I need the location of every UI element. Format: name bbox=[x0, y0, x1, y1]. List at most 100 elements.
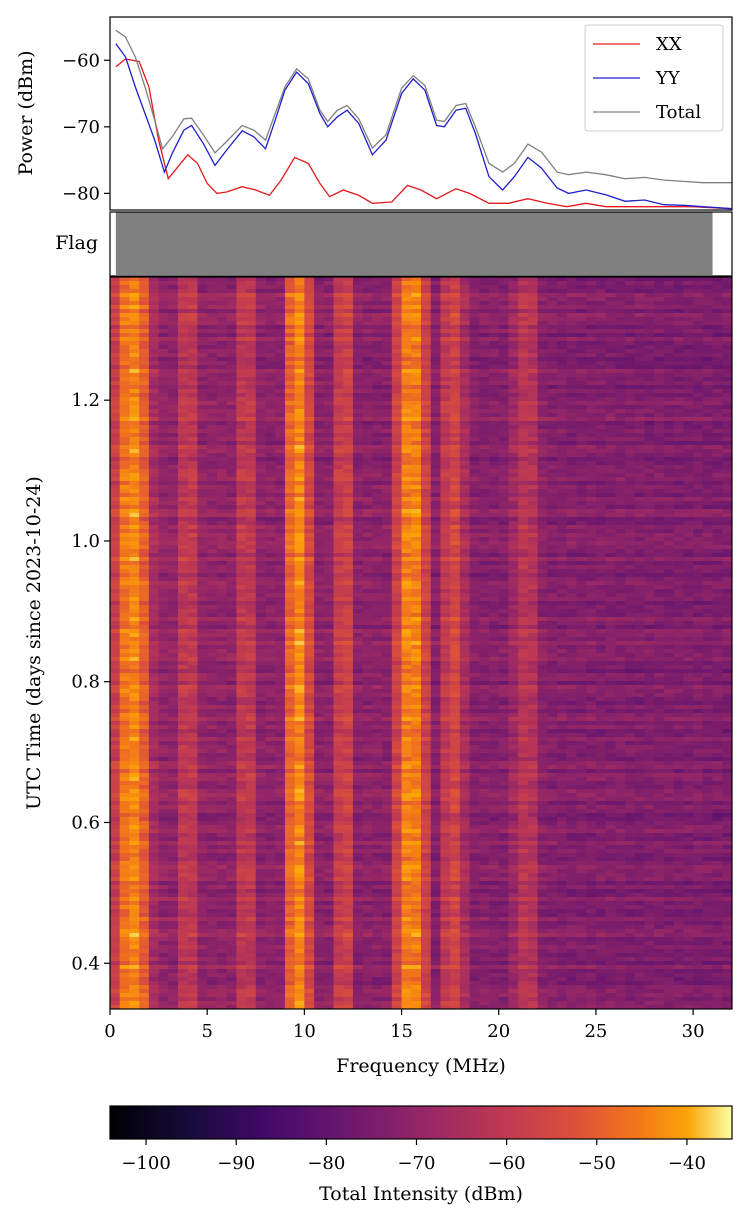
heatmap-cell bbox=[644, 401, 655, 406]
heatmap-cell bbox=[411, 361, 422, 366]
heatmap-cell bbox=[421, 529, 432, 534]
heatmap-cell bbox=[722, 309, 733, 314]
heatmap-cell bbox=[197, 337, 208, 342]
heatmap-cell bbox=[430, 417, 441, 422]
heatmap-cell bbox=[508, 365, 519, 370]
heatmap-cell bbox=[284, 385, 296, 390]
heatmap-cell bbox=[421, 549, 432, 554]
heatmap-cell bbox=[411, 565, 422, 570]
heatmap-cell bbox=[654, 565, 665, 570]
heatmap-cell bbox=[722, 289, 733, 294]
heatmap-cell bbox=[430, 277, 441, 282]
heatmap-cell bbox=[110, 565, 121, 570]
heatmap-cell bbox=[644, 533, 655, 538]
heatmap-cell bbox=[148, 373, 159, 378]
heatmap-cell bbox=[129, 389, 140, 394]
heatmap-cell bbox=[644, 397, 655, 402]
heatmap-cell bbox=[644, 325, 655, 330]
heatmap-cell bbox=[255, 377, 266, 382]
legend-label-xx: XX bbox=[656, 34, 682, 55]
heatmap-cell bbox=[401, 393, 412, 398]
heatmap-cell bbox=[634, 561, 645, 566]
heatmap-cell bbox=[284, 477, 296, 482]
heatmap-cell bbox=[255, 397, 266, 402]
heatmap-cell bbox=[693, 565, 704, 570]
heatmap-cell bbox=[595, 289, 607, 294]
heatmap-cell bbox=[119, 405, 130, 410]
heatmap-cell bbox=[634, 325, 645, 330]
heatmap-cell bbox=[158, 277, 169, 282]
heatmap-cell bbox=[226, 533, 237, 538]
heatmap-cell bbox=[576, 449, 587, 454]
heatmap-cell bbox=[459, 301, 470, 306]
heatmap-cell bbox=[644, 373, 655, 378]
heatmap-cell bbox=[634, 453, 645, 458]
heatmap-cell bbox=[693, 449, 704, 454]
heatmap-cell bbox=[634, 461, 645, 466]
heatmap-cell bbox=[459, 477, 470, 482]
heatmap-cell bbox=[411, 509, 422, 514]
heatmap-cell bbox=[139, 565, 150, 570]
heatmap-cell bbox=[683, 305, 694, 310]
heatmap-cell bbox=[304, 501, 315, 506]
heatmap-cell bbox=[518, 341, 529, 346]
heatmap-cell bbox=[450, 469, 461, 474]
heatmap-cell bbox=[401, 577, 412, 582]
heatmap-cell bbox=[391, 493, 402, 498]
heatmap-cell bbox=[411, 573, 422, 578]
heatmap-cell bbox=[527, 505, 539, 510]
heatmap-cell bbox=[469, 529, 480, 534]
heatmap-cell bbox=[110, 377, 121, 382]
heatmap-cell bbox=[693, 461, 704, 466]
heatmap-cell bbox=[518, 533, 529, 538]
heatmap-cell bbox=[498, 409, 509, 414]
heatmap-cell bbox=[683, 329, 694, 334]
heatmap-cell bbox=[216, 537, 228, 542]
heatmap-cell bbox=[391, 477, 402, 482]
heatmap-cell bbox=[352, 585, 364, 590]
heatmap-cell bbox=[566, 521, 577, 526]
heatmap-cell bbox=[654, 405, 665, 410]
heatmap-cell bbox=[110, 293, 121, 298]
heatmap-cell bbox=[197, 453, 208, 458]
heatmap-cell bbox=[430, 293, 441, 298]
heatmap-cell bbox=[644, 445, 655, 450]
heatmap-cell bbox=[673, 533, 684, 538]
heatmap-cell bbox=[401, 441, 412, 446]
heatmap-cell bbox=[226, 289, 237, 294]
heatmap-cell bbox=[508, 541, 519, 546]
heatmap-cell bbox=[595, 505, 607, 510]
heatmap-cell bbox=[187, 465, 198, 470]
heatmap-cell bbox=[576, 581, 587, 586]
heatmap-cell bbox=[343, 377, 354, 382]
heatmap-cell bbox=[605, 473, 616, 478]
heatmap-cell bbox=[352, 397, 364, 402]
heatmap-cell bbox=[343, 313, 354, 318]
heatmap-cell bbox=[595, 473, 607, 478]
heatmap-cell bbox=[294, 569, 305, 574]
heatmap-cell bbox=[421, 541, 432, 546]
heatmap-cell bbox=[693, 357, 704, 362]
heatmap-cell bbox=[168, 457, 179, 462]
heatmap-cell bbox=[489, 405, 500, 410]
heatmap-cell bbox=[469, 405, 480, 410]
heatmap-cell bbox=[430, 393, 441, 398]
heatmap-cell bbox=[197, 329, 208, 334]
heatmap-cell bbox=[625, 345, 636, 350]
heatmap-cell bbox=[110, 481, 121, 486]
heatmap-cell bbox=[498, 429, 509, 434]
heatmap-cell bbox=[625, 513, 636, 518]
heatmap-cell bbox=[605, 529, 616, 534]
heatmap-cell bbox=[284, 541, 296, 546]
heatmap-cell bbox=[236, 317, 247, 322]
heatmap-cell bbox=[634, 357, 645, 362]
heatmap-cell bbox=[595, 321, 607, 326]
heatmap-cell bbox=[527, 409, 539, 414]
heatmap-cell bbox=[187, 585, 198, 590]
heatmap-cell bbox=[343, 565, 354, 570]
heatmap-cell bbox=[314, 505, 325, 510]
heatmap-cell bbox=[284, 517, 296, 522]
heatmap-cell bbox=[323, 393, 334, 398]
heatmap-cell bbox=[489, 281, 500, 286]
heatmap-cell bbox=[139, 333, 150, 338]
